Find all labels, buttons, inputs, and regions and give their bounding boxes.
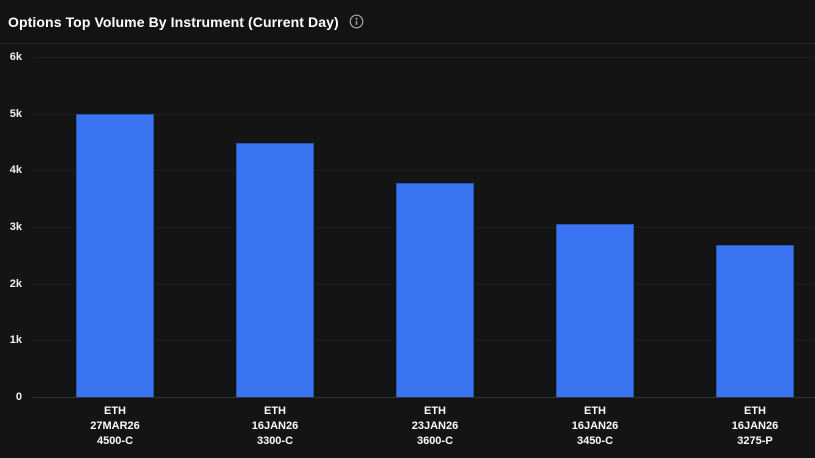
y-tick-label: 0 bbox=[15, 391, 22, 403]
y-tick-label: 4k bbox=[9, 164, 22, 177]
x-tick-label-line: 16JAN26 bbox=[731, 420, 779, 432]
chart-title: Options Top Volume By Instrument (Curren… bbox=[8, 13, 339, 30]
x-tick-label-line: ETH bbox=[264, 405, 286, 417]
x-tick-label-line: ETH bbox=[584, 405, 606, 417]
plot-area: 0 1k 2k 3k 4k 5k 6k bbox=[0, 51, 815, 403]
x-tick-label-line: ETH bbox=[744, 405, 766, 417]
x-axis-labels: ETH 27MAR26 4500-C ETH 16JAN26 3300-C ETH 23JAN… bbox=[35, 404, 815, 449]
bar-slot bbox=[355, 57, 515, 397]
bar-slot bbox=[195, 57, 355, 397]
bar-chart: 0 1k 2k 3k 4k 5k 6k ETH 27MAR26 4500-C ETH 16JAN26… bbox=[0, 44, 815, 457]
y-tick-label: 2k bbox=[9, 277, 22, 290]
x-tick-label-line: 3450-C bbox=[576, 435, 614, 447]
gridline bbox=[33, 113, 815, 115]
x-tick-label: ETH 16JAN26 3450-C bbox=[515, 404, 675, 449]
bar-eth-16jan26-3300-c[interactable] bbox=[236, 143, 314, 397]
x-tick-label: ETH 16JAN26 3275-P bbox=[675, 404, 815, 449]
bar-slot bbox=[35, 57, 195, 397]
x-tick-label-line: 3300-C bbox=[256, 435, 294, 447]
x-tick-label-line: ETH bbox=[104, 405, 126, 417]
bar-eth-27mar26-4500-c[interactable] bbox=[76, 113, 154, 397]
y-tick-label: 3k bbox=[9, 221, 22, 233]
x-tick-label: ETH 23JAN26 3600-C bbox=[355, 404, 515, 449]
y-tick-label: 6k bbox=[9, 51, 22, 63]
x-tick-label-line: 3600-C bbox=[416, 435, 454, 447]
gridline bbox=[33, 57, 815, 58]
x-tick-label-line: 27MAR26 bbox=[90, 420, 140, 432]
x-tick-label: ETH 27MAR26 4500-C bbox=[35, 404, 195, 449]
chart-header: Options Top Volume By Instrument (Curren… bbox=[0, 0, 815, 44]
bar-slot bbox=[515, 57, 675, 397]
x-tick-label-line: 4500-C bbox=[96, 435, 134, 447]
info-icon[interactable] bbox=[349, 14, 364, 29]
x-tick-label: ETH 16JAN26 3300-C bbox=[195, 404, 355, 449]
x-tick-label-line: 16JAN26 bbox=[251, 420, 299, 432]
x-axis-baseline bbox=[33, 397, 815, 398]
bar-eth-16jan26-3275-p[interactable] bbox=[716, 245, 794, 397]
x-tick-label-line: 23JAN26 bbox=[411, 420, 459, 432]
bar-eth-23jan26-3600-c[interactable] bbox=[396, 182, 474, 397]
x-tick-label-line: 3275-P bbox=[737, 435, 773, 447]
bar-slot bbox=[675, 57, 815, 397]
y-tick-label: 5k bbox=[9, 107, 22, 120]
gridline bbox=[33, 170, 815, 172]
x-tick-label-line: ETH bbox=[424, 405, 446, 417]
bars-container bbox=[35, 57, 815, 397]
x-tick-label-line: 16JAN26 bbox=[571, 420, 619, 432]
y-axis-labels: 0 1k 2k 3k 4k 5k 6k bbox=[0, 51, 25, 403]
y-tick-label: 1k bbox=[9, 334, 22, 347]
bar-eth-16jan26-3450-c[interactable] bbox=[556, 223, 634, 397]
